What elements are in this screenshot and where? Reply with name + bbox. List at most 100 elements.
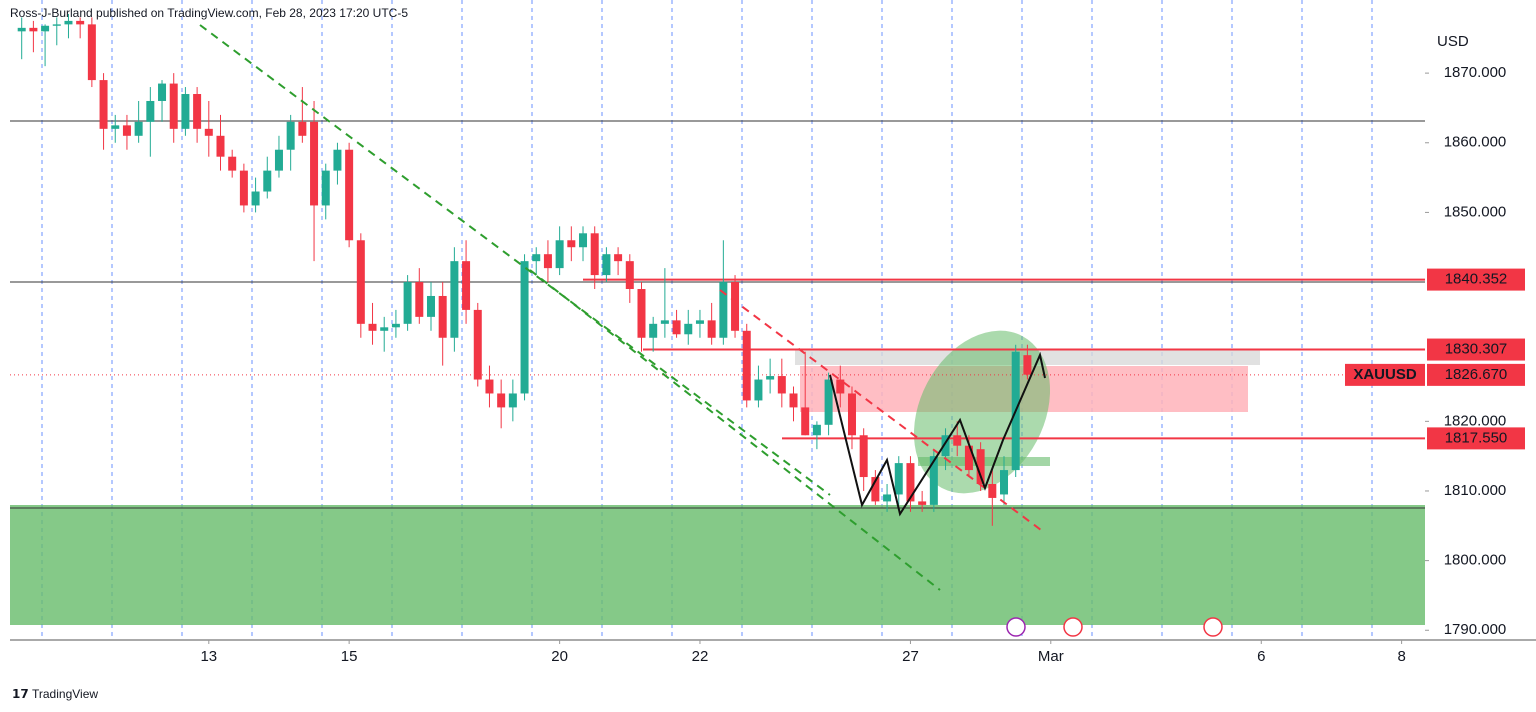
price-tag xyxy=(1427,268,1525,291)
candle-body xyxy=(766,376,775,380)
candle-body xyxy=(41,25,50,32)
candle-body xyxy=(497,393,506,408)
candle-body xyxy=(824,379,833,425)
candle-body xyxy=(976,449,985,485)
candle-body xyxy=(321,170,330,206)
candle-body xyxy=(99,80,108,129)
candle-body xyxy=(263,170,272,192)
price-tag-label: 1826.670 xyxy=(1445,366,1508,383)
axes: 1870.000 1860.000 1850.000 1820.000 1810.000… xyxy=(200,64,1525,665)
candle-body xyxy=(216,135,225,157)
candle-body xyxy=(543,254,552,269)
candle-body xyxy=(707,320,716,338)
candle-body xyxy=(719,282,728,338)
candle-body xyxy=(462,261,471,310)
session-lines xyxy=(41,0,1373,640)
candle-body xyxy=(239,170,248,206)
y-tick-label: 1860.000 xyxy=(1444,134,1507,151)
event-icon[interactable] xyxy=(1203,617,1223,637)
candle-body xyxy=(836,379,845,394)
x-tick-label: 6 xyxy=(1257,648,1265,665)
candle-body xyxy=(906,463,915,502)
candle-body xyxy=(380,327,389,331)
candle-body xyxy=(426,295,435,317)
zigzag xyxy=(829,351,1046,517)
candle-body xyxy=(146,100,155,122)
x-tick-label: 15 xyxy=(341,648,358,665)
candle-body xyxy=(918,501,927,505)
candle-body xyxy=(953,435,962,446)
trend-line xyxy=(719,289,1046,534)
y-tick-label: 1850.000 xyxy=(1444,203,1507,220)
candle-body xyxy=(181,94,190,129)
candle-body xyxy=(555,240,564,269)
candle-body xyxy=(532,254,541,262)
candle-body xyxy=(485,379,494,394)
candle-body xyxy=(625,261,634,290)
candle-body xyxy=(637,289,646,338)
candle-body xyxy=(754,379,763,401)
candle-body xyxy=(87,24,96,81)
candle-body xyxy=(298,121,307,136)
candle-body xyxy=(789,393,798,408)
candle-body xyxy=(590,233,599,276)
candle-body xyxy=(286,121,295,150)
price-tag xyxy=(1427,338,1525,361)
candle-body xyxy=(391,323,400,328)
candle-body xyxy=(777,376,786,394)
candle-body xyxy=(228,156,237,171)
x-tick-label: 8 xyxy=(1397,648,1405,665)
x-tick-label: Mar xyxy=(1038,648,1064,665)
candle-body xyxy=(847,393,856,436)
candles xyxy=(17,13,1032,526)
price-tag xyxy=(1427,427,1525,450)
y-tick-label: 1800.000 xyxy=(1444,552,1507,569)
candle-body xyxy=(333,149,342,171)
candle-body xyxy=(894,463,903,495)
candle-body xyxy=(883,494,892,502)
candle-body xyxy=(403,282,412,324)
candle-body xyxy=(29,27,38,32)
brand: TradingView xyxy=(32,687,98,701)
candle-body xyxy=(731,282,740,331)
candle-body xyxy=(695,320,704,324)
event-icon[interactable] xyxy=(1006,617,1026,637)
candle-body xyxy=(1000,470,1009,495)
y-tick-label: 1810.000 xyxy=(1444,482,1507,499)
candle-body xyxy=(64,20,73,25)
trend-line xyxy=(529,269,941,591)
candle-body xyxy=(941,435,950,457)
y-tick-label: 1790.000 xyxy=(1444,621,1507,638)
y-tick-label: 1820.000 xyxy=(1444,412,1507,429)
symbol-tag xyxy=(1345,363,1425,386)
candle-body xyxy=(158,83,167,101)
candle-body xyxy=(660,320,669,324)
candle-body xyxy=(450,261,459,338)
candle-body xyxy=(169,83,178,129)
candle-body xyxy=(356,240,365,324)
candle-body xyxy=(988,484,997,498)
candle-body xyxy=(614,254,623,262)
candle-body xyxy=(929,456,938,505)
currency: USD xyxy=(1437,33,1469,50)
candle-body xyxy=(649,323,658,338)
candle-body xyxy=(122,125,131,136)
candle-body xyxy=(134,121,143,136)
candle-body xyxy=(508,393,517,408)
candle-body xyxy=(438,295,447,338)
candle-body xyxy=(567,240,576,248)
candle-body xyxy=(964,445,973,471)
candle-body xyxy=(602,254,611,276)
candle-body xyxy=(520,261,529,394)
candle-body xyxy=(274,149,283,171)
brand: 𝟭𝟳 xyxy=(12,687,29,701)
candle-body xyxy=(251,191,260,206)
candle-body xyxy=(1023,355,1032,375)
candle-body xyxy=(579,233,588,248)
price-tag xyxy=(1427,363,1525,386)
y-tick-label: 1870.000 xyxy=(1444,64,1507,81)
candle-body xyxy=(473,309,482,380)
candle-body xyxy=(742,330,751,401)
candle-body xyxy=(684,323,693,335)
event-icon[interactable] xyxy=(1063,617,1083,637)
